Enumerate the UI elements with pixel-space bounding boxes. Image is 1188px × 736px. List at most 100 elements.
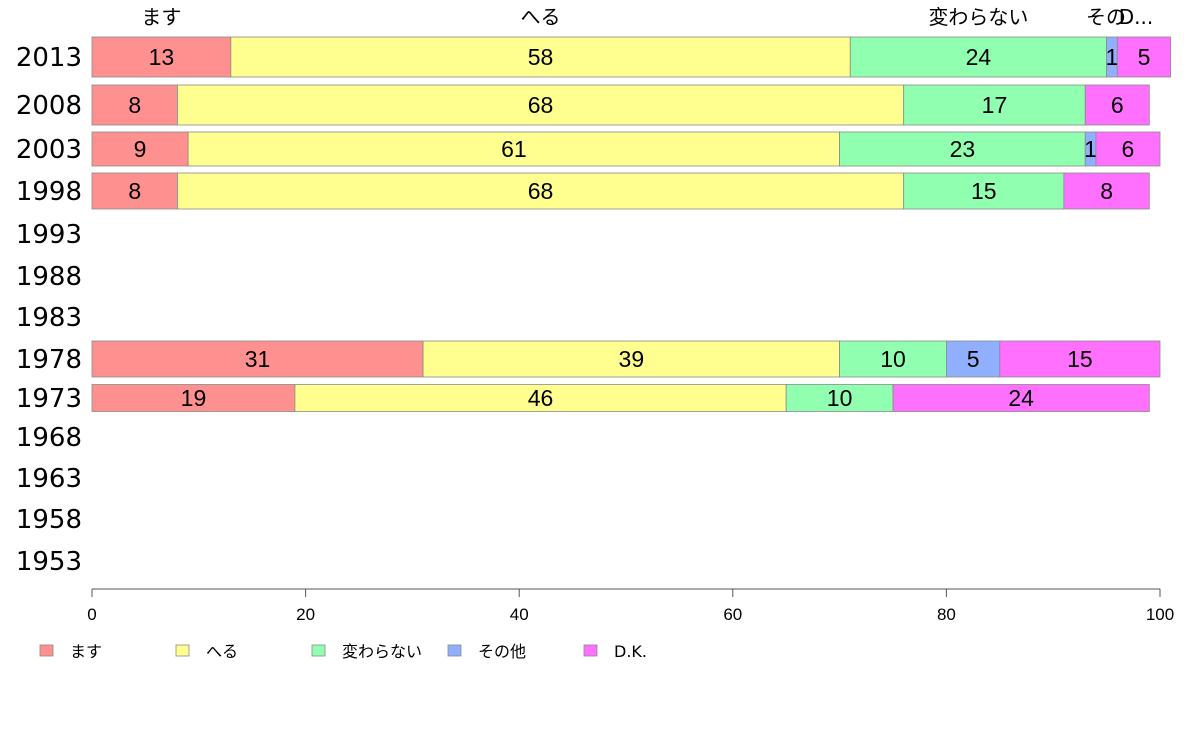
bar-segment: [1063, 172, 1150, 210]
bar-value-label: 8: [128, 92, 141, 118]
bar-segment: [91, 36, 232, 78]
year-label: 1983: [16, 303, 82, 333]
bar-value-label: 17: [982, 92, 1008, 118]
bar-segment: [91, 340, 424, 378]
bar-value-label: 13: [149, 44, 175, 70]
legend-item: 変わらない: [311, 642, 422, 661]
x-tick-label: 20: [296, 605, 315, 624]
x-tick-label: 100: [1146, 605, 1174, 624]
top-label: 変わらない: [928, 5, 1028, 29]
bar-segment: [91, 84, 178, 126]
bar-value-label: 10: [827, 385, 853, 411]
legend-label: へる: [206, 642, 238, 661]
legend-item: へる: [175, 642, 238, 661]
bar-value-label: 10: [880, 346, 906, 372]
bar-value-label: 31: [245, 346, 271, 372]
bar-row: 19 46 10 24: [91, 384, 1150, 412]
top-label: へる: [521, 5, 561, 29]
bar-segment: [903, 84, 1086, 126]
bar-value-label: 24: [966, 44, 992, 70]
x-tick-label: 40: [510, 605, 529, 624]
bar-segment: [177, 84, 905, 126]
bar-value-label: 39: [619, 346, 645, 372]
bar-value-label: 68: [528, 178, 554, 204]
bar-value-label: 46: [528, 385, 554, 411]
bar-value-label: 5: [1138, 44, 1151, 70]
bar-value-label: 1: [1084, 136, 1097, 162]
legend-item: D.K.: [583, 642, 647, 661]
x-tick-label: 80: [937, 605, 956, 624]
legend-item: その他: [447, 642, 526, 661]
bar-row: 13 58 24 1 5: [91, 36, 1172, 78]
year-label: 2013: [16, 43, 82, 73]
bar-segment: [903, 172, 1065, 210]
legend-item: ます: [39, 642, 102, 661]
year-labels: 2013 2008 2003 1998 1993 1988 1983 1978 1973 1968…: [16, 43, 82, 577]
year-label: 1958: [16, 505, 82, 535]
legend-label: ます: [70, 642, 102, 661]
year-label: 1993: [16, 220, 82, 250]
year-label: 1963: [16, 464, 82, 494]
legend-swatch: [175, 644, 190, 657]
bar-segment: [946, 340, 1001, 378]
top-labels: ます へる 変わらない そのD...: [141, 5, 1153, 29]
bar-segment: [892, 384, 1150, 412]
bar-segment: [999, 340, 1161, 378]
bar-segment: [294, 384, 787, 412]
bar-segment: [849, 36, 1108, 78]
bar-value-label: 8: [128, 178, 141, 204]
bar-value-label: 8: [1100, 178, 1113, 204]
legend-swatch: [39, 644, 54, 657]
bar-value-label: 15: [1067, 346, 1093, 372]
bar-value-label: 19: [181, 385, 207, 411]
bar-segment: [839, 131, 1086, 167]
x-tick-label: 0: [87, 605, 96, 624]
bar-segment: [91, 172, 178, 210]
legend-label: D.K.: [614, 642, 647, 661]
legend-swatch: [583, 644, 598, 657]
x-tick-label: 60: [723, 605, 742, 624]
legend-label: その他: [478, 642, 526, 661]
year-label: 1988: [16, 262, 82, 292]
bar-row: 31 39 10 5 15: [91, 340, 1161, 378]
bar-segment: [230, 36, 851, 78]
bar-row: 9 61 23 1 6: [91, 131, 1161, 167]
bar-segment: [91, 384, 296, 412]
bar-value-label: 68: [528, 92, 554, 118]
legend: ます へる 変わらない その他 D.K.: [39, 642, 647, 661]
legend-swatch: [311, 644, 326, 657]
bar-value-label: 24: [1008, 385, 1034, 411]
bar-segment: [187, 131, 840, 167]
bar-row: 8 68 15 8: [91, 172, 1150, 210]
bar-segment: [1095, 131, 1161, 167]
year-label: 1978: [16, 345, 82, 375]
bar-value-label: 23: [950, 136, 976, 162]
bar-segment: [177, 172, 905, 210]
top-label: その: [1086, 5, 1126, 29]
bar-value-label: 6: [1111, 92, 1124, 118]
bar-row: 8 68 17 6: [91, 84, 1150, 126]
x-axis: 0 20 40 60 80 100: [87, 588, 1174, 624]
legend-label: 変わらない: [342, 642, 422, 661]
year-label: 2003: [16, 135, 82, 165]
year-label: 1998: [16, 177, 82, 207]
bar-value-label: 5: [967, 346, 980, 372]
bar-segment: [839, 340, 947, 378]
year-label: 2008: [16, 91, 82, 121]
bar-value-label: 15: [971, 178, 997, 204]
legend-swatch: [447, 644, 462, 657]
bar-segment: [91, 131, 189, 167]
top-label: ます: [141, 5, 181, 29]
bar-value-label: 1: [1106, 44, 1119, 70]
bar-value-label: 58: [528, 44, 554, 70]
bar-segment: [1084, 84, 1150, 126]
bar-segment: [1116, 36, 1172, 78]
year-label: 1973: [16, 384, 82, 414]
bar-value-label: 6: [1122, 136, 1135, 162]
year-label: 1968: [16, 423, 82, 453]
top-label: D...: [1119, 5, 1153, 29]
bar-value-label: 9: [134, 136, 147, 162]
bar-value-label: 61: [501, 136, 527, 162]
